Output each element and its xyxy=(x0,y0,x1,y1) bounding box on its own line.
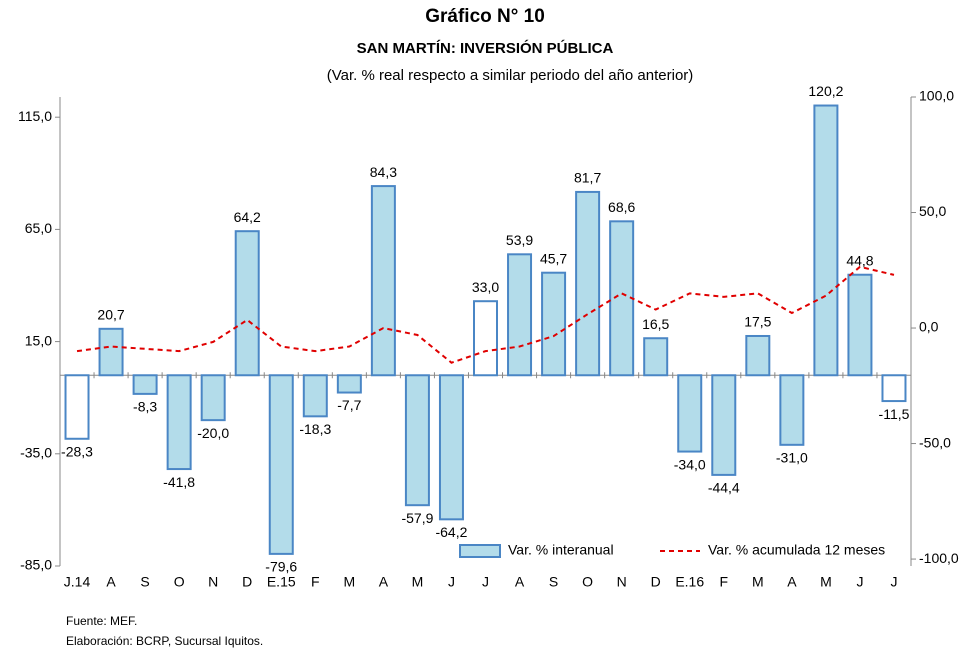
footnote: Fuente: MEF. xyxy=(66,614,137,628)
y-tick-label: 115,0 xyxy=(18,108,52,124)
bar xyxy=(404,374,430,507)
x-tick-label: O xyxy=(174,574,185,590)
data-label: 120,2 xyxy=(808,83,843,99)
bar xyxy=(745,334,771,377)
y2-tick-label: -100,0 xyxy=(919,550,959,566)
data-label: -8,3 xyxy=(133,399,157,415)
y2-tick-label: 0,0 xyxy=(919,319,939,335)
y2-tick-label: 50,0 xyxy=(919,203,946,219)
x-tick-label: A xyxy=(106,574,116,590)
x-tick-label: D xyxy=(651,574,661,590)
data-label: -20,0 xyxy=(197,425,229,441)
y2-tick-label: 100,0 xyxy=(919,88,954,104)
footnote: Elaboración: BCRP, Sucursal Iquitos. xyxy=(66,634,263,648)
legend-label: Var. % acumulada 12 meses xyxy=(708,542,885,558)
bar xyxy=(336,374,362,394)
data-label: -11,5 xyxy=(879,406,910,422)
bar xyxy=(166,374,192,471)
data-label: -28,3 xyxy=(61,443,93,459)
bar xyxy=(98,327,124,377)
x-tick-label: J xyxy=(448,574,455,590)
x-tick-label: J.14 xyxy=(64,574,91,590)
bar xyxy=(268,374,294,555)
y-tick-label: 65,0 xyxy=(25,220,52,236)
data-label: -41,8 xyxy=(163,474,195,490)
data-label: 33,0 xyxy=(472,279,499,295)
y-tick-label: -85,0 xyxy=(20,557,52,573)
data-label: 45,7 xyxy=(540,250,567,266)
x-tick-label: M xyxy=(412,574,424,590)
data-label: -44,4 xyxy=(708,480,740,496)
x-tick-label: S xyxy=(140,574,149,590)
bar xyxy=(200,374,226,422)
x-tick-label: A xyxy=(379,574,389,590)
bar xyxy=(779,374,805,446)
legend-label: Var. % interanual xyxy=(508,542,614,558)
x-tick-label: E.15 xyxy=(267,574,296,590)
x-tick-label: M xyxy=(344,574,356,590)
data-label: -7,7 xyxy=(337,397,361,413)
data-label: 64,2 xyxy=(234,209,261,225)
data-label: -18,3 xyxy=(299,421,331,437)
data-label: 68,6 xyxy=(608,199,635,215)
x-tick-label: S xyxy=(549,574,558,590)
bar xyxy=(643,337,669,377)
x-tick-label: A xyxy=(515,574,525,590)
x-tick-label: O xyxy=(582,574,593,590)
bar xyxy=(302,374,328,418)
y-tick-label: 15,0 xyxy=(25,332,52,348)
bar xyxy=(881,374,907,403)
data-label: -57,9 xyxy=(401,510,433,526)
data-label: -79,6 xyxy=(265,559,297,575)
data-label: -64,2 xyxy=(435,524,467,540)
bar xyxy=(473,300,498,377)
data-label: 53,9 xyxy=(506,232,533,248)
bar xyxy=(438,374,464,521)
chart-note: (Var. % real respecto a similar periodo … xyxy=(327,67,694,84)
data-label: 17,5 xyxy=(744,314,771,330)
x-tick-label: E.16 xyxy=(675,574,704,590)
line xyxy=(76,265,895,364)
legend-swatch xyxy=(459,544,501,558)
x-tick-label: A xyxy=(787,574,797,590)
chart-title: Gráfico N° 10 xyxy=(425,6,545,27)
x-tick-label: J xyxy=(890,574,897,590)
bar xyxy=(575,190,601,377)
bar xyxy=(541,271,567,377)
data-label: 84,3 xyxy=(370,164,397,180)
x-tick-label: D xyxy=(242,574,252,590)
x-tick-label: F xyxy=(311,574,320,590)
bar xyxy=(234,230,260,377)
x-tick-label: J xyxy=(482,574,489,590)
data-label: 44,8 xyxy=(846,252,873,268)
bar xyxy=(711,374,737,476)
bar xyxy=(677,374,703,453)
y2-tick-label: -50,0 xyxy=(919,434,951,450)
data-label: -31,0 xyxy=(776,450,808,466)
x-tick-label: M xyxy=(752,574,764,590)
data-label: 81,7 xyxy=(574,170,601,186)
bar xyxy=(370,185,396,377)
x-tick-label: J xyxy=(856,574,863,590)
x-tick-label: F xyxy=(719,574,728,590)
bar xyxy=(64,374,90,440)
x-tick-label: M xyxy=(820,574,832,590)
bar xyxy=(507,253,533,377)
x-tick-label: N xyxy=(208,574,218,590)
chart-subtitle: SAN MARTÍN: INVERSIÓN PÚBLICA xyxy=(357,39,614,57)
data-label: 20,7 xyxy=(97,307,124,323)
bar xyxy=(813,104,839,377)
data-label: 16,5 xyxy=(642,316,669,332)
y-tick-label: -35,0 xyxy=(20,445,52,461)
data-label: -34,0 xyxy=(674,456,706,472)
bar xyxy=(847,273,873,377)
bar xyxy=(132,374,158,395)
x-tick-label: N xyxy=(617,574,627,590)
